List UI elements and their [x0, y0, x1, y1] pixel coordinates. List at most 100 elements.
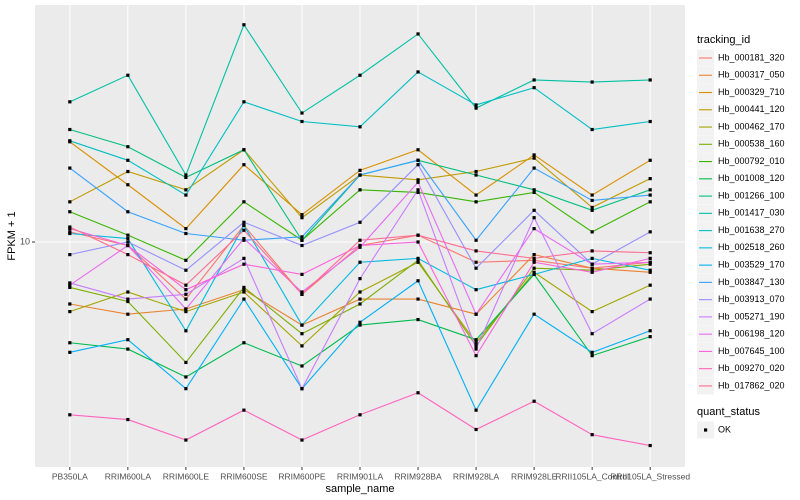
data-point [68, 302, 72, 306]
x-tick-label: RRIM928LE [511, 471, 558, 481]
data-point [126, 158, 130, 162]
data-point [184, 307, 188, 311]
data-point [184, 268, 188, 272]
data-point [358, 125, 362, 129]
legend-label: Hb_009270_020 [718, 363, 785, 373]
data-point [126, 312, 130, 316]
data-point [68, 227, 72, 231]
data-point [590, 332, 594, 336]
data-point [590, 230, 594, 234]
legend-label: Hb_001417_030 [718, 208, 785, 218]
data-point [532, 260, 536, 264]
data-point [648, 158, 652, 162]
legend-label: Hb_000792_010 [718, 156, 785, 166]
data-point [184, 288, 188, 292]
data-point [68, 285, 72, 290]
legend-label: OK [718, 424, 731, 434]
data-point [300, 238, 304, 242]
data-point [242, 238, 246, 242]
legend-label: Hb_001638_270 [718, 225, 785, 235]
data-point [474, 173, 478, 177]
legend-label: Hb_002518_260 [718, 242, 785, 252]
data-point [648, 78, 652, 82]
data-point [416, 279, 420, 283]
data-point [300, 272, 304, 276]
data-point [242, 223, 246, 228]
data-point [474, 427, 478, 432]
data-point [532, 166, 536, 170]
data-point [416, 317, 420, 322]
data-point [300, 213, 304, 217]
legend-label: Hb_003529_170 [718, 259, 785, 269]
legend-label: Hb_003913_070 [718, 294, 785, 304]
data-point [416, 190, 420, 195]
data-point [242, 148, 246, 152]
data-point [242, 228, 246, 232]
legend-swatch [704, 428, 708, 432]
data-point [126, 243, 130, 248]
data-point [416, 188, 420, 192]
data-point [300, 216, 304, 220]
data-point [648, 260, 652, 264]
data-point [590, 80, 594, 84]
data-point [416, 148, 420, 152]
data-point [590, 350, 594, 354]
data-point [126, 347, 130, 351]
data-point [242, 23, 246, 27]
data-point [648, 297, 652, 301]
data-point [300, 111, 304, 115]
legend-label: Hb_000329_710 [718, 87, 785, 97]
data-point [474, 408, 478, 412]
data-point [358, 243, 362, 248]
data-point [474, 344, 478, 348]
data-point [300, 290, 304, 294]
data-point [648, 119, 652, 124]
data-point [648, 283, 652, 287]
data-point [242, 285, 246, 290]
data-point [474, 354, 478, 358]
data-point [590, 270, 594, 274]
legend-label: Hb_000441_120 [718, 104, 785, 114]
data-point [300, 323, 304, 327]
data-point [358, 168, 362, 172]
data-point [242, 256, 246, 260]
data-point [184, 329, 188, 333]
data-point [474, 341, 478, 345]
data-point [184, 375, 188, 379]
data-point [68, 166, 72, 170]
data-point [648, 329, 652, 333]
data-point [126, 145, 130, 149]
legend-label: Hb_001008_120 [718, 173, 785, 183]
data-point [184, 173, 188, 177]
data-point [184, 360, 188, 365]
data-point [68, 210, 72, 214]
data-point [68, 341, 72, 345]
data-point [242, 341, 246, 345]
data-point [184, 292, 188, 296]
data-point [358, 245, 362, 249]
data-point [416, 70, 420, 74]
legend-label: Hb_017862_020 [718, 380, 785, 390]
data-point [68, 127, 72, 132]
data-point [532, 190, 536, 195]
data-point [474, 193, 478, 197]
data-point [532, 188, 536, 192]
data-point [358, 220, 362, 224]
legend-label: Hb_000538_160 [718, 139, 785, 149]
data-point [416, 233, 420, 237]
data-point [590, 198, 594, 203]
data-point [184, 188, 188, 192]
data-point [126, 297, 130, 301]
data-point [532, 253, 536, 257]
data-point [126, 253, 130, 257]
data-point [68, 231, 72, 236]
data-point [532, 153, 536, 157]
data-point [300, 344, 304, 348]
data-point [648, 443, 652, 448]
data-point [590, 354, 594, 358]
data-point [68, 230, 72, 234]
data-point [532, 256, 536, 260]
data-point [590, 127, 594, 132]
y-axis-title: FPKM + 1 [6, 211, 18, 260]
